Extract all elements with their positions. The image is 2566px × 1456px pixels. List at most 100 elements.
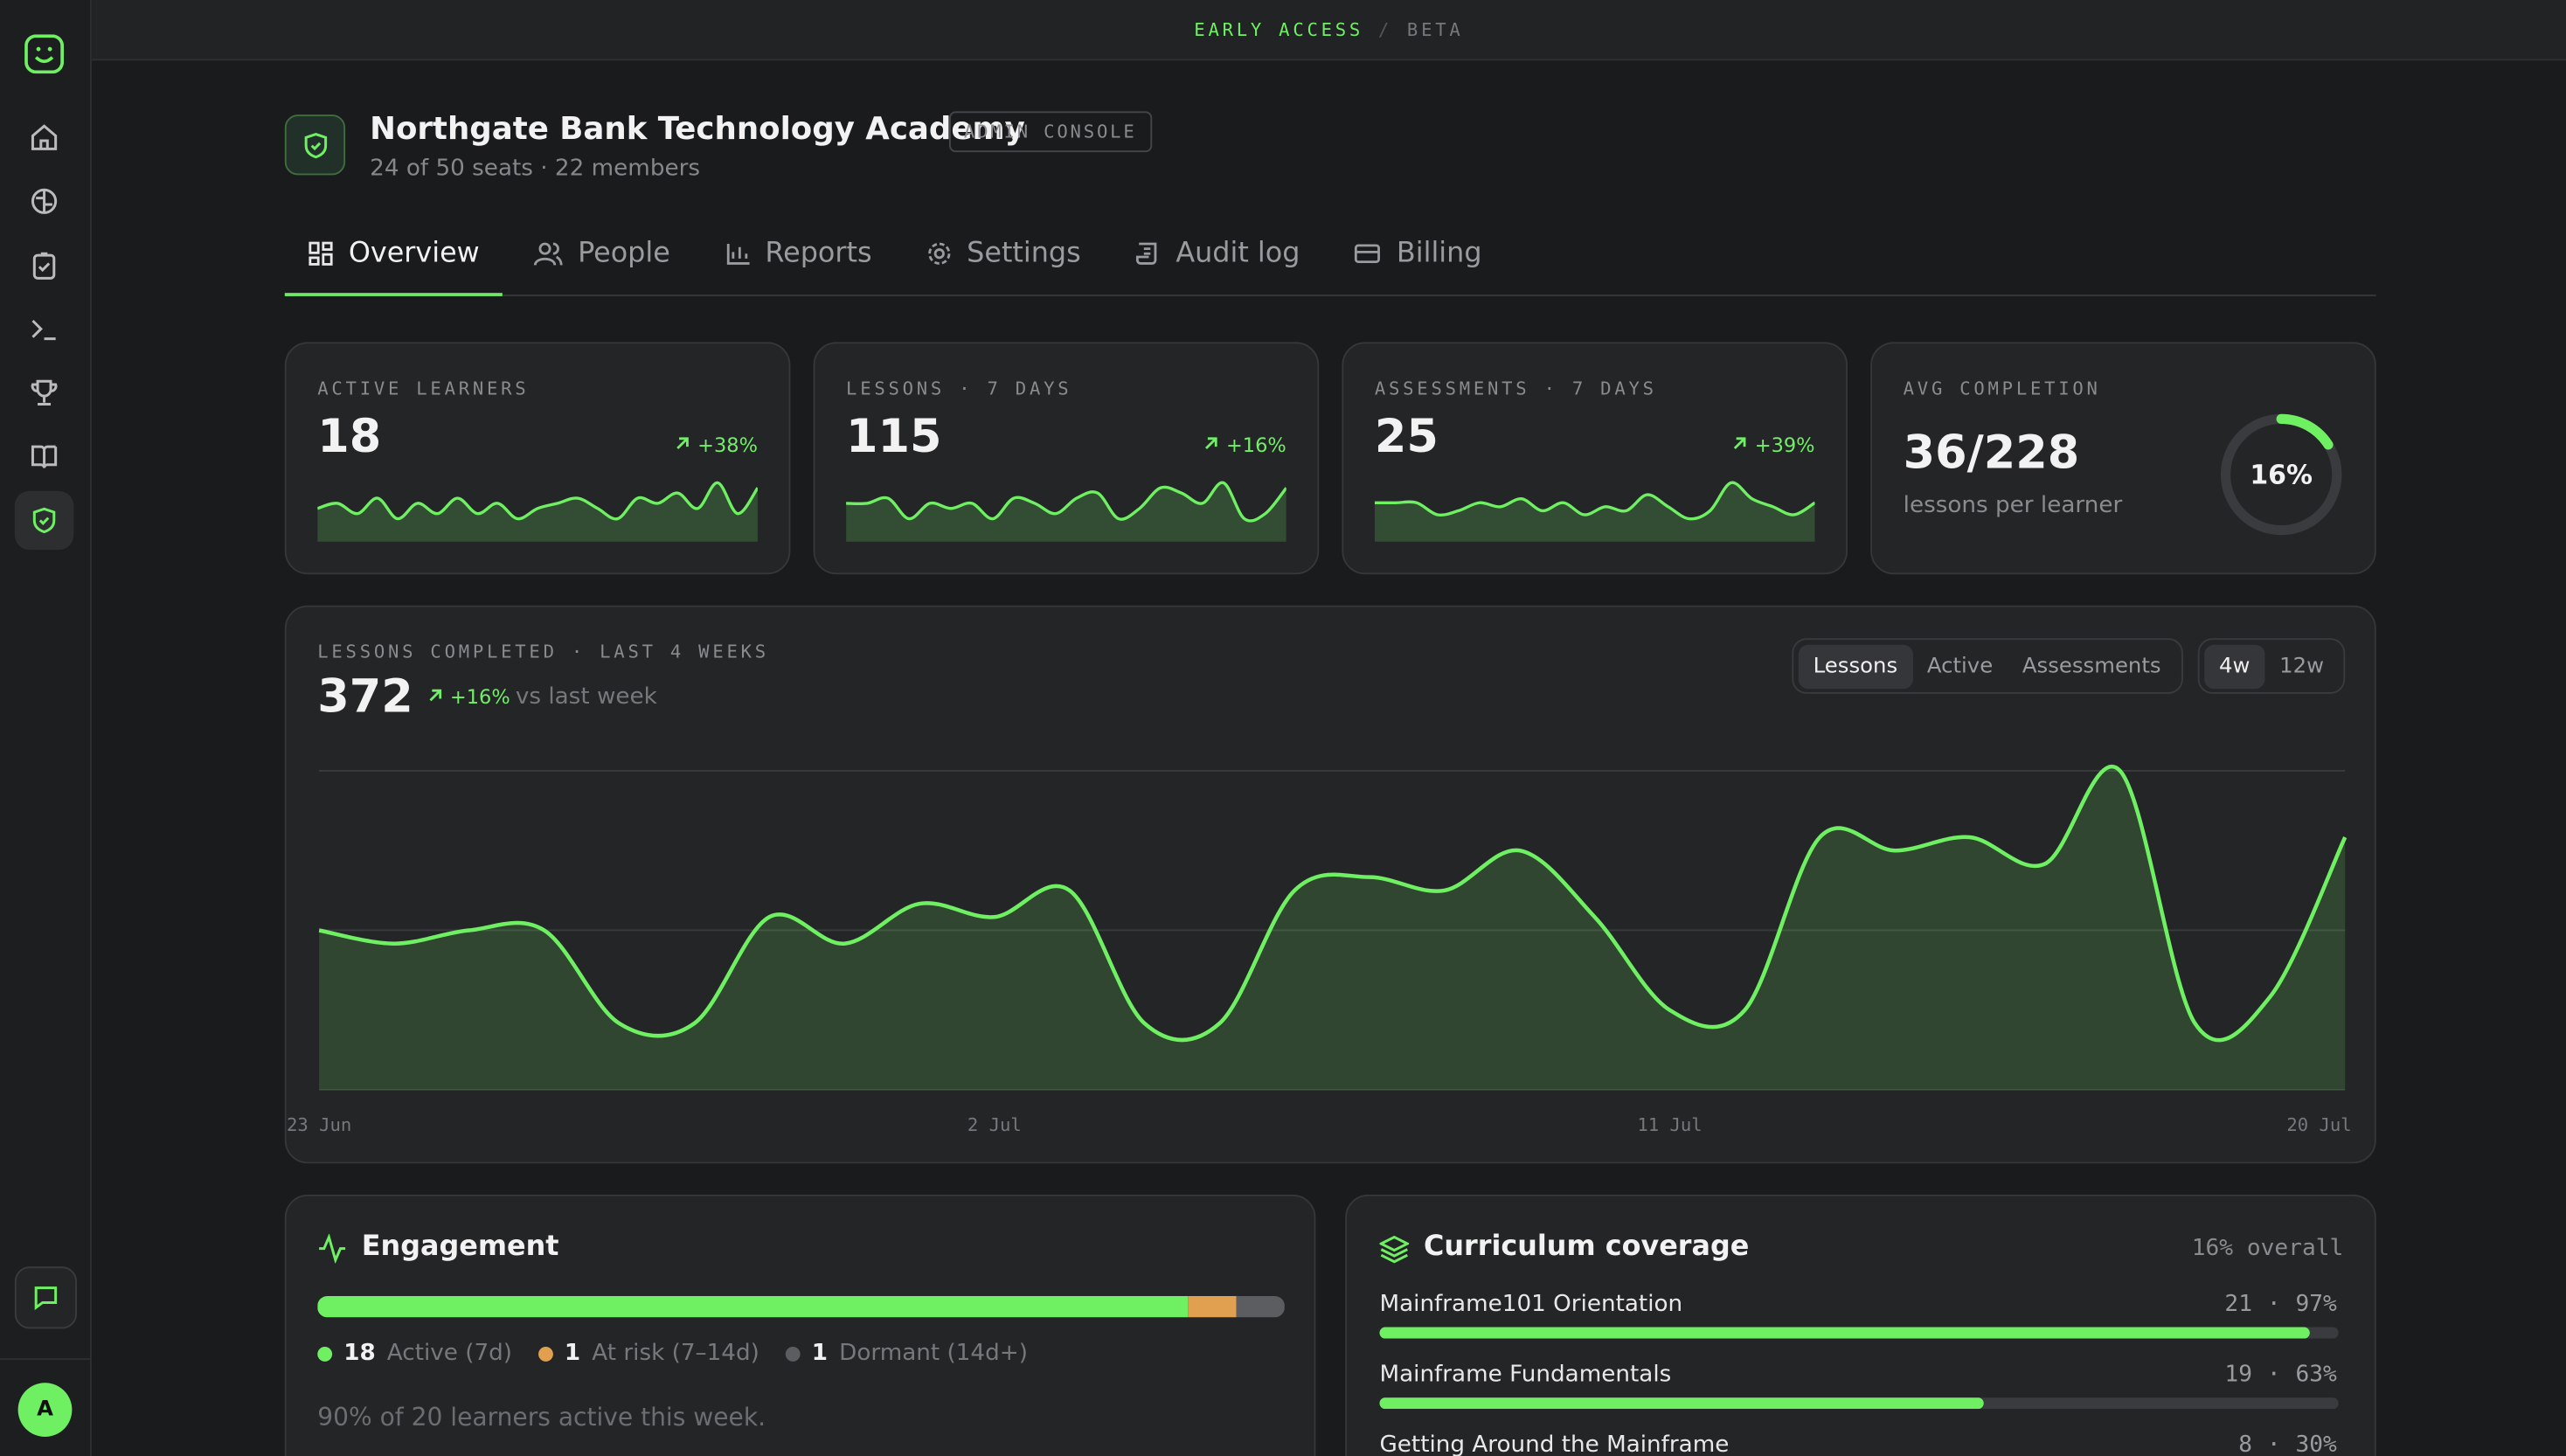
delta-text: +16% [1225,433,1286,457]
progress [1379,1397,1984,1410]
delta-text: +39% [1754,433,1815,457]
nav-chat[interactable] [14,1266,78,1329]
sep: · [2266,1291,2281,1318]
course-stats: 21 · 97% [2224,1291,2336,1317]
divider [0,1358,92,1361]
nav-trophy[interactable] [15,364,73,422]
stat-card: LESSONS · 7 DAYS 115 +16% [813,342,1320,575]
tab[interactable]: Billing [1331,212,1505,295]
banner-right: BETA [1406,18,1464,40]
stat-value: 36/228 [1903,425,2080,480]
toggle-option[interactable]: Lessons [1798,643,1913,689]
tab[interactable]: Overview [284,212,503,296]
tab[interactable]: Reports [701,212,894,295]
stat-sub: lessons per learner [1903,492,2123,519]
range-option[interactable]: 12w [2279,654,2325,679]
tab[interactable]: Audit log [1112,212,1322,295]
chart-title: LESSONS COMPLETED · LAST 4 WEEKS [317,641,769,663]
arrow-icon [676,437,690,450]
sep: · [2266,1432,2281,1456]
completion-card: AVG COMPLETION 36/228 lessons per learne… [1870,342,2376,575]
legend-item: 1 Dormant (14d+) [785,1340,1028,1367]
org-icon [284,114,346,176]
stat-delta: +16% [1203,433,1286,456]
stat-label: ACTIVE LEARNERS [317,378,530,399]
nav-terminal[interactable] [15,300,73,358]
delta-text: +38% [697,433,758,457]
arrow [1734,437,1746,450]
course-count: 19 [2224,1361,2252,1388]
sparkline [1374,481,1815,542]
stat-card: ASSESSMENTS · 7 DAYS 25 +39% [1342,342,1848,575]
arrow [1205,437,1218,450]
tab[interactable]: People [510,212,693,295]
legend-name: Active (7d) [386,1340,513,1367]
tab-label: Reports [765,237,872,270]
nav-tasks[interactable] [15,236,73,295]
toggle-option[interactable]: Active [1926,654,1994,679]
arrow-icon [1205,437,1218,450]
x-tick-label: 23 Jun [287,1114,351,1135]
legend-dot [317,1346,333,1361]
stat-label: ASSESSMENTS · 7 DAYS [1374,378,1657,399]
logo [24,34,65,74]
donut-arc [2276,413,2334,450]
org-badge: ADMIN CONSOLE [949,111,1152,153]
nav-home[interactable] [15,108,73,167]
nav-admin[interactable] [14,490,74,551]
legend-name: At risk (7–14d) [592,1340,759,1367]
banner-sep: / [1377,18,1393,40]
course-percent: 63% [2295,1361,2337,1388]
legend-item: 18 Active (7d) [317,1340,513,1367]
course-stats: 19 · 63% [2224,1362,2336,1388]
course-count: 8 [2238,1432,2252,1456]
banner-left: EARLY ACCESS [1194,18,1364,40]
stat-delta: +38% [675,433,758,456]
tab[interactable]: Settings [903,212,1104,295]
sparkline [846,481,1286,542]
tab-label: Overview [348,237,480,270]
spark-line [317,481,758,521]
chart-delta: +16% [427,686,510,709]
card-title: Engagement [361,1231,559,1264]
course-name: Getting Around the Mainframe [1379,1432,1730,1456]
toggle-option[interactable]: Assessments [2022,654,2161,679]
x-tick-label: 11 Jul [1637,1114,1702,1135]
sparkline [317,481,758,542]
legend-item: 1 At risk (7–14d) [537,1340,759,1367]
legend-dot [537,1346,553,1361]
stat-value: 115 [846,409,942,463]
course-count: 21 [2224,1291,2252,1318]
spark-area [317,482,758,542]
course-name: Mainframe Fundamentals [1379,1361,1672,1388]
tab-label: Billing [1396,237,1482,270]
x-tick-label: 20 Jul [2286,1114,2351,1135]
chart-compare: vs last week [515,683,657,711]
tabs: Overview People Reports Settings Audit l… [284,212,2376,296]
area-chart: 23 Jun 2 Jul 11 Jul 20 Jul [287,765,2352,1135]
org-name: Northgate Bank Technology Academy [370,111,1025,148]
engagement-card: Engagement 18 Active (7d) 1 At risk (7–14d)… [284,1194,1316,1456]
course-name: Mainframe101 Orientation [1379,1291,1683,1318]
range-option[interactable]: 4w [2204,643,2265,689]
delta-text: +16% [449,685,510,709]
banner: EARLY ACCESS / BETA [91,0,2566,61]
avatar[interactable]: A [17,1383,73,1438]
stat-label: LESSONS · 7 DAYS [846,378,1072,399]
curriculum-card: Curriculum coverage 16% overall Mainfram… [1345,1194,2376,1456]
legend-count: 18 [343,1340,376,1367]
stat-label: AVG COMPLETION [1903,378,2101,399]
nav-brain[interactable] [15,172,73,231]
legend-count: 1 [564,1340,581,1367]
x-tick-label: 2 Jul [967,1114,1022,1135]
stat-value: 18 [317,409,382,463]
course-bar [1379,1327,2339,1339]
bar-segment [317,1295,1189,1318]
nav-book[interactable] [15,427,73,486]
card-title: Curriculum coverage [1424,1231,1750,1264]
stat-value: 25 [1374,409,1439,463]
legend-count: 1 [811,1340,829,1367]
org-meta: 24 of 50 seats · 22 members [370,155,701,182]
spark-line [846,481,1286,523]
